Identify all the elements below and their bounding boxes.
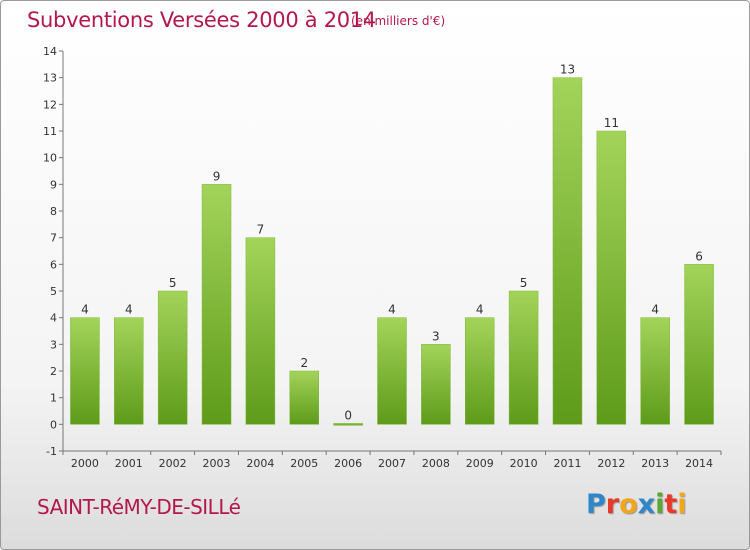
y-tick-label: 11: [43, 125, 57, 138]
proxiti-logo[interactable]: Proxiti: [586, 489, 687, 520]
bar-value-label: 11: [604, 116, 619, 130]
bar: [70, 317, 100, 425]
bar: [640, 317, 670, 425]
bar: [552, 77, 583, 425]
logo-letter: i: [655, 489, 665, 520]
y-tick-label: -1: [46, 445, 57, 458]
bar-value-label: 9: [213, 169, 221, 183]
x-tick-label: 2007: [378, 457, 406, 470]
logo-letter: x: [637, 489, 656, 520]
y-tick-label: 5: [50, 285, 57, 298]
y-tick-label: 0: [50, 418, 57, 431]
y-tick-label: 8: [50, 205, 57, 218]
y-tick-label: 3: [50, 338, 57, 351]
bar-value-label: 4: [125, 303, 133, 317]
bar-value-label: 4: [81, 303, 89, 317]
bar-value-label: 5: [169, 276, 177, 290]
x-tick-label: 2011: [553, 457, 581, 470]
logo-letter: i: [677, 489, 687, 520]
logo-letter: o: [619, 489, 638, 520]
bars: [70, 77, 714, 426]
bar-value-label: 3: [432, 329, 440, 343]
y-tick-label: 7: [50, 232, 57, 245]
bar: [508, 290, 539, 425]
y-tick-label: 13: [43, 72, 57, 85]
bar: [245, 237, 276, 425]
logo-letter: r: [605, 489, 620, 520]
bar: [596, 130, 627, 425]
bar: [289, 370, 320, 425]
bar: [201, 184, 232, 425]
chart-subtitle: (en milliers d'€): [351, 14, 446, 28]
y-tick-label: 6: [50, 258, 57, 271]
x-tick-label: 2002: [159, 457, 187, 470]
commune-name: SAINT-RéMY-DE-SILLé: [37, 495, 241, 519]
x-tick-label: 2001: [115, 457, 143, 470]
logo-letter: t: [664, 489, 678, 520]
bar: [157, 290, 188, 425]
bar-value-label: 7: [257, 223, 265, 237]
x-tick-label: 2008: [422, 457, 450, 470]
y-tick-label: 1: [50, 392, 57, 405]
y-tick-label: 9: [50, 178, 57, 191]
bar-value-label: 4: [476, 303, 484, 317]
bar-value-label: 4: [388, 303, 396, 317]
bar-value-label: 5: [520, 276, 528, 290]
y-tick-label: 10: [43, 152, 57, 165]
logo-letter: P: [586, 489, 606, 520]
bar: [114, 317, 144, 425]
x-tick-label: 2010: [510, 457, 538, 470]
x-tick-label: 2009: [466, 457, 494, 470]
x-tick-label: 2005: [290, 457, 318, 470]
x-tick-label: 2012: [597, 457, 625, 470]
bar-value-label: 6: [695, 249, 703, 263]
bar: [421, 344, 451, 425]
bar-value-label: 13: [560, 63, 575, 77]
bar-value-label: 2: [300, 356, 308, 370]
bar: [377, 317, 407, 425]
x-tick-label: 2004: [246, 457, 274, 470]
chart-title: Subventions Versées 2000 à 2014: [27, 8, 376, 32]
bar-value-label: 0: [344, 408, 352, 422]
x-tick-label: 2000: [71, 457, 99, 470]
x-tick-label: 2003: [203, 457, 231, 470]
y-tick-label: 4: [50, 312, 57, 325]
bar: [464, 317, 495, 425]
y-tick-label: 14: [43, 45, 57, 58]
axes: [59, 50, 722, 455]
y-tick-label: 2: [50, 365, 57, 378]
bar-value-label: 4: [651, 303, 659, 317]
y-tick-label: 12: [43, 98, 57, 111]
x-tick-label: 2013: [641, 457, 669, 470]
bar: [684, 264, 714, 425]
bar: [333, 423, 363, 426]
labels: -101234567891011121314420004200152002920…: [43, 45, 713, 470]
x-tick-label: 2014: [685, 457, 713, 470]
x-tick-label: 2006: [334, 457, 362, 470]
